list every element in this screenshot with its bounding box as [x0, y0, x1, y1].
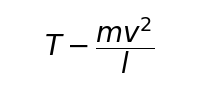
Text: $T - \dfrac{mv^2}{l}$: $T - \dfrac{mv^2}{l}$ — [44, 15, 154, 76]
